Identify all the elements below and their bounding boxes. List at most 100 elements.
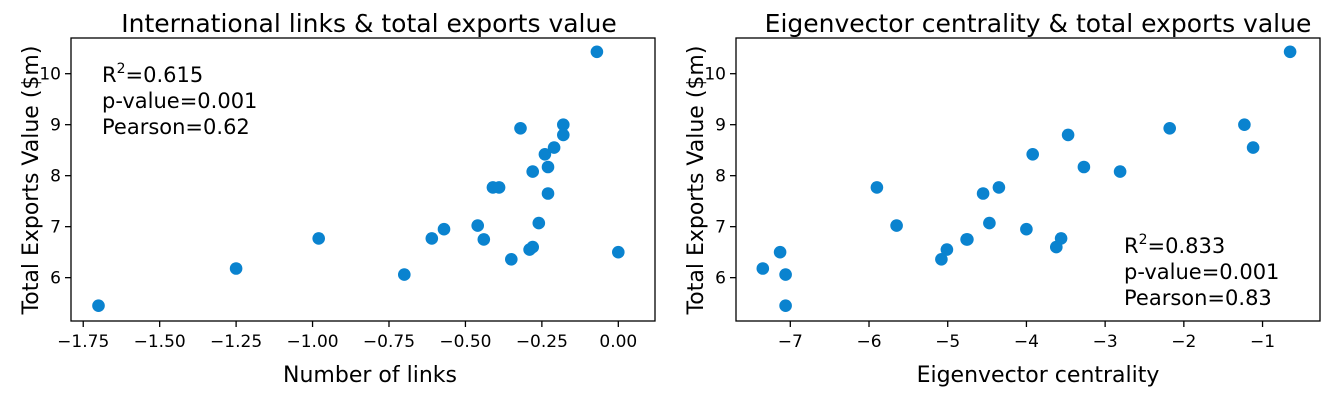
data-point	[1113, 165, 1127, 178]
data-point	[538, 148, 552, 161]
y-tick-label: 7	[715, 218, 726, 238]
data-points	[756, 45, 1297, 313]
x-axis-ticks: −7 −6 −5 −4 −3 −2 −1	[778, 321, 1275, 352]
y-tick-label: 10	[39, 65, 61, 85]
data-point	[992, 181, 1006, 194]
data-point	[976, 187, 990, 200]
data-point	[612, 245, 625, 259]
x-tick-label: −7	[778, 332, 803, 352]
x-tick-label: −6	[856, 332, 881, 352]
data-point	[940, 243, 954, 256]
data-point	[1026, 148, 1039, 161]
data-point	[477, 233, 491, 246]
x-tick-label: −1.25	[210, 332, 262, 352]
data-point	[1246, 141, 1260, 154]
r-squared-value: =0.833	[1148, 234, 1226, 258]
data-point	[1061, 128, 1075, 142]
y-axis-ticks: 6 7 8 9 10	[39, 65, 71, 289]
data-point	[961, 233, 974, 246]
r-squared-label: R	[102, 63, 117, 87]
p-value-text: p-value=0.001	[1124, 260, 1279, 284]
data-point	[1283, 45, 1297, 59]
x-tick-label: −0.75	[363, 332, 415, 352]
data-point	[541, 160, 555, 174]
data-point	[505, 252, 518, 266]
chart-eigenvector-centrality: Eigenvector centrality & total exports v…	[684, 9, 1321, 388]
data-point	[1238, 118, 1251, 131]
x-tick-label: −1.50	[134, 332, 186, 352]
stats-annotation: R2=0.615 p-value=0.001 Pearson=0.62	[102, 61, 257, 139]
r-squared-text: R2=0.615	[102, 61, 203, 87]
plot-frame	[735, 37, 1321, 322]
data-point	[557, 118, 570, 131]
chart-title: International links & total exports valu…	[121, 9, 616, 38]
data-point	[773, 245, 787, 259]
y-tick-label: 9	[715, 116, 726, 136]
data-point	[1163, 122, 1176, 135]
pearson-text: Pearson=0.62	[102, 115, 250, 139]
r-squared-text: R2=0.833	[1124, 232, 1225, 258]
data-point	[92, 299, 105, 313]
data-point	[547, 141, 561, 154]
data-point	[532, 216, 546, 230]
x-tick-label: −1.00	[286, 332, 338, 352]
data-point	[312, 232, 326, 245]
y-tick-label: 8	[715, 167, 726, 187]
y-axis-label: Total Exports Value ($m)	[19, 46, 44, 316]
y-tick-label: 10	[704, 65, 726, 85]
data-point	[756, 262, 770, 275]
y-axis-label: Total Exports Value ($m)	[684, 46, 709, 316]
data-point	[779, 299, 792, 313]
data-point	[541, 187, 555, 200]
data-point	[492, 181, 506, 194]
chart-international-links: International links & total exports valu…	[19, 9, 656, 388]
x-tick-label: −1	[1250, 332, 1275, 352]
data-point	[590, 45, 604, 59]
y-tick-label: 9	[50, 116, 61, 136]
pearson-text: Pearson=0.83	[1124, 286, 1272, 310]
x-axis-label: Eigenvector centrality	[917, 363, 1160, 388]
x-axis-label: Number of links	[283, 363, 457, 388]
data-point	[890, 219, 903, 232]
x-axis-ticks: −1.75 −1.50 −1.25 −1.00 −0.75 −0.50 −0.25 0.00	[57, 321, 637, 352]
data-point	[471, 219, 485, 232]
y-tick-label: 6	[715, 269, 726, 289]
x-tick-label: −4	[1014, 332, 1039, 352]
data-point	[1020, 222, 1033, 236]
data-points	[92, 45, 625, 313]
data-point	[398, 268, 411, 281]
r-squared-label: R	[1124, 234, 1139, 258]
data-point	[557, 128, 570, 142]
data-point	[526, 165, 539, 178]
x-tick-label: −1.75	[57, 332, 109, 352]
data-point	[1054, 232, 1068, 245]
y-tick-label: 6	[50, 269, 61, 289]
y-tick-label: 8	[50, 167, 61, 187]
r-squared-superscript: 2	[1139, 232, 1148, 248]
data-point	[870, 181, 884, 194]
data-point	[983, 216, 996, 230]
data-point	[437, 222, 451, 236]
data-point	[1077, 160, 1091, 174]
data-point	[425, 232, 439, 245]
stats-annotation: R2=0.833 p-value=0.001 Pearson=0.83	[1124, 232, 1279, 310]
x-tick-label: −0.25	[516, 332, 568, 352]
x-tick-label: −3	[1093, 332, 1118, 352]
data-point	[526, 240, 539, 254]
r-squared-superscript: 2	[117, 61, 126, 77]
y-axis-ticks: 6 7 8 9 10	[704, 65, 736, 289]
data-point	[229, 262, 243, 275]
y-tick-label: 7	[50, 218, 61, 238]
chart-title: Eigenvector centrality & total exports v…	[765, 9, 1312, 38]
r-squared-value: =0.615	[126, 63, 204, 87]
data-point	[935, 252, 948, 266]
p-value-text: p-value=0.001	[102, 89, 257, 113]
plot-frame	[70, 37, 656, 322]
x-tick-label: −5	[935, 332, 960, 352]
data-point	[779, 268, 792, 281]
data-point	[514, 122, 527, 135]
x-tick-label: 0.00	[599, 332, 637, 352]
x-tick-label: −0.50	[439, 332, 491, 352]
